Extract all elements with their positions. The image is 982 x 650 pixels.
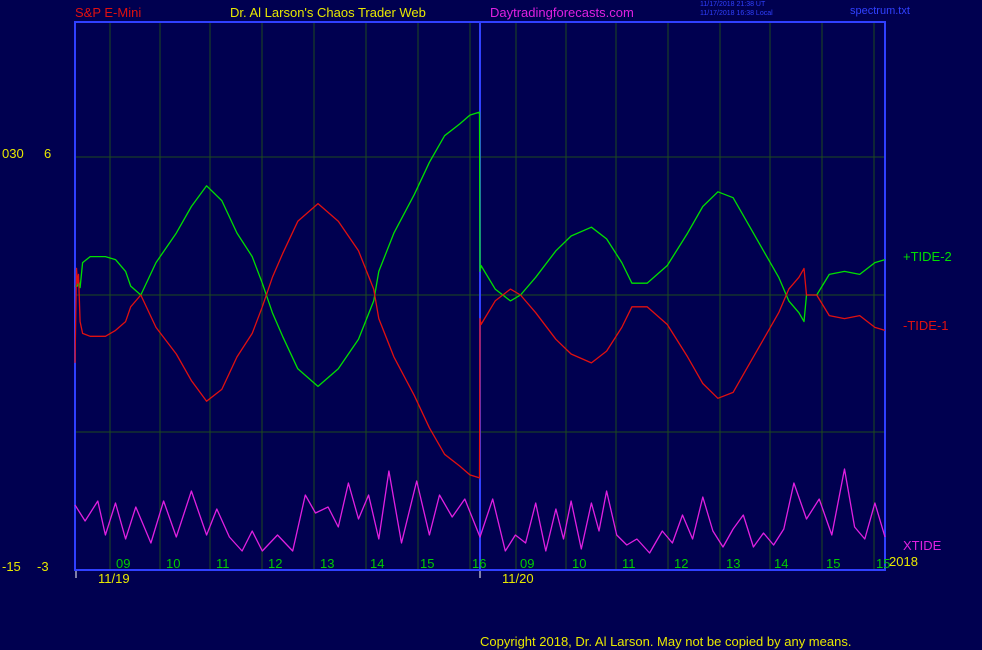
hour-tick-label: 10 (166, 556, 180, 571)
hour-tick-label: 11 (622, 556, 636, 571)
legend-tide-plus: +TIDE-2 (903, 249, 952, 264)
hour-tick-label: 10 (572, 556, 586, 571)
header-timestamp-utc: 11/17/2018 21:38 UT (700, 1, 766, 8)
legend-xtide: XTIDE (903, 538, 942, 553)
hour-tick-label: 09 (116, 556, 130, 571)
series-layer (74, 111, 886, 554)
hour-tick-label: 13 (320, 556, 334, 571)
series-line--tide-1 (74, 202, 886, 479)
hour-tick-label: 16 (472, 556, 486, 571)
header-file: spectrum.txt (850, 5, 910, 17)
date-label-2: 11/20 (502, 571, 534, 586)
y-label-bottom-value: -3 (37, 559, 49, 574)
header-site[interactable]: Daytradingforecasts.com (490, 5, 634, 20)
hour-tick-label: 12 (268, 556, 282, 571)
hour-tick-label: 12 (674, 556, 688, 571)
series-line--tide-2 (75, 111, 886, 388)
y-label-bottom-scale: -15 (2, 559, 21, 574)
hour-tick-label: 11 (216, 556, 230, 571)
hour-tick-label: 15 (826, 556, 840, 571)
hour-tick-label: 14 (370, 556, 384, 571)
header-author: Dr. Al Larson's Chaos Trader Web (230, 5, 426, 20)
hour-tick-label: 09 (520, 556, 534, 571)
hour-tick-label: 14 (774, 556, 788, 571)
series-line-xtide (74, 468, 886, 554)
header-symbol: S&P E-Mini (75, 5, 142, 20)
hour-tick-label: 15 (876, 556, 890, 571)
year-label: 2018 (889, 554, 918, 569)
hour-tick-label: 13 (726, 556, 740, 571)
legend-tide-minus: -TIDE-1 (903, 318, 949, 333)
tick-layer: 09 10 11 12 13 14 15 16 09 10 11 12 13 14 15 15 (75, 556, 890, 578)
footer-copyright: Copyright 2018, Dr. Al Larson. May not b… (480, 634, 852, 649)
y-label-top-scale: 030 (2, 146, 24, 161)
date-label-1: 11/19 (98, 571, 130, 586)
y-label-top-value: 6 (44, 146, 51, 161)
hour-tick-label: 15 (420, 556, 434, 571)
header-timestamp-local: 11/17/2018 16:38 Local (700, 10, 773, 17)
